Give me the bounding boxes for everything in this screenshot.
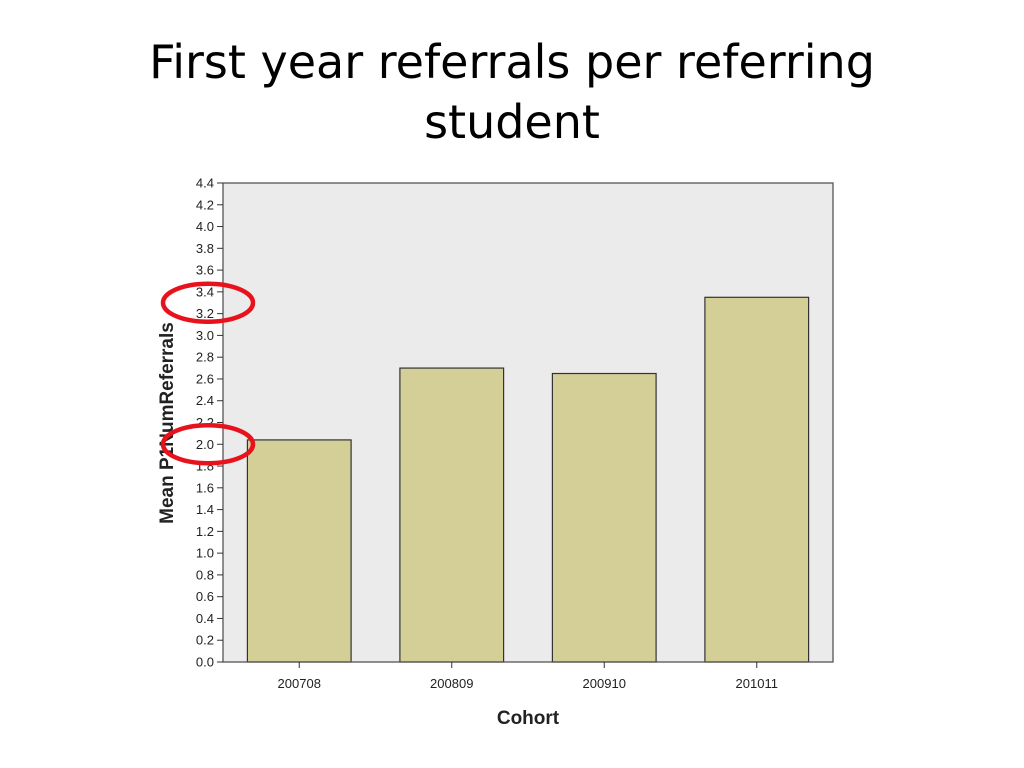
- y-tick-label: 2.0: [196, 437, 214, 452]
- y-tick-label: 3.8: [196, 241, 214, 256]
- y-tick-label: 3.2: [196, 306, 214, 321]
- y-tick-label: 2.4: [196, 393, 214, 408]
- y-tick-label: 1.6: [196, 480, 214, 495]
- y-tick-label: 0.4: [196, 611, 214, 626]
- slide-title: First year referrals per referring stude…: [112, 32, 912, 152]
- annotation-circle-1: [160, 281, 256, 324]
- y-axis-title: Mean P1NumReferrals: [157, 322, 178, 524]
- bar-200809: [399, 367, 505, 663]
- y-tick-label: 0.8: [196, 567, 214, 582]
- y-tick-label: 4.0: [196, 219, 214, 234]
- y-tick-label: 0.2: [196, 633, 214, 648]
- y-tick-label: 4.2: [196, 197, 214, 212]
- slide-title-line-2: student: [424, 95, 600, 149]
- y-tick-label: 3.0: [196, 328, 214, 343]
- bar-200708: [246, 439, 352, 663]
- x-tick-label: 200708: [278, 676, 321, 691]
- annotation-circle-2: [160, 423, 256, 466]
- annotations: [160, 281, 256, 466]
- y-tick-label: 1.4: [196, 502, 214, 517]
- bar-201011: [704, 296, 810, 663]
- y-tick-label: 4.4: [196, 176, 214, 191]
- y-tick-label: 2.6: [196, 371, 214, 386]
- y-tick-label: 2.8: [196, 350, 214, 365]
- y-tick-label: 1.0: [196, 546, 214, 561]
- y-tick-label: 3.4: [196, 284, 214, 299]
- y-tick-label: 0.0: [196, 655, 214, 670]
- y-tick-label: 3.6: [196, 263, 214, 278]
- slide-title-line-1: First year referrals per referring: [149, 35, 875, 89]
- y-tick-label: 0.6: [196, 589, 214, 604]
- y-axis: 0.00.20.40.60.81.01.21.41.61.82.02.22.42…: [196, 176, 223, 670]
- x-tick-label: 201011: [736, 676, 778, 691]
- x-tick-label: 200809: [430, 676, 473, 691]
- bar-200910: [551, 372, 657, 663]
- y-tick-label: 1.2: [196, 524, 214, 539]
- bars: [246, 296, 810, 663]
- x-tick-label: 200910: [583, 676, 626, 691]
- x-axis: 200708 200809 200910 201011: [278, 662, 778, 691]
- x-axis-title: Cohort: [497, 708, 560, 729]
